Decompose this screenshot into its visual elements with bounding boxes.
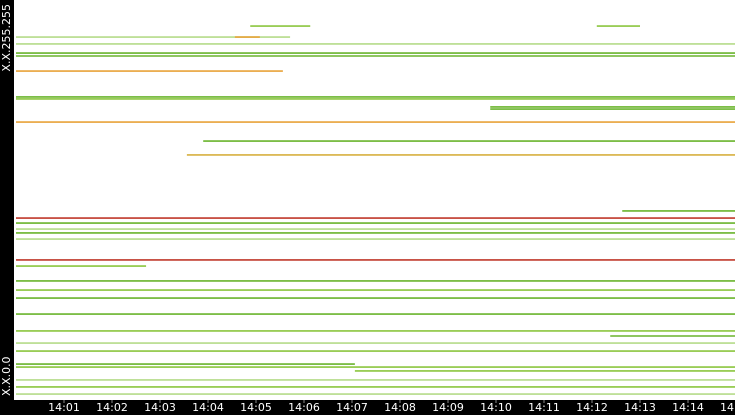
y-axis-bar <box>0 0 14 415</box>
segments <box>16 25 735 395</box>
x-axis-bar <box>0 400 735 415</box>
x-tick-label: 14:02 <box>96 401 128 414</box>
x-tick-label: 14:10 <box>480 401 512 414</box>
x-tick-label: 14 <box>720 401 734 414</box>
x-tick-label: 14:05 <box>240 401 272 414</box>
axes: 14:01 14:02 14:03 14:04 14:05 14:06 14:07 14:08… <box>0 4 734 414</box>
x-tick-label: 14:07 <box>336 401 368 414</box>
x-tick-label: 14:04 <box>192 401 224 414</box>
x-tick-label: 14:14 <box>672 401 704 414</box>
x-tick-label: 14:09 <box>432 401 464 414</box>
y-tick-label: X.X.0.0 <box>0 356 13 396</box>
x-tick-label: 14:13 <box>624 401 656 414</box>
x-tick-label: 14:06 <box>288 401 320 414</box>
x-tick-label: 14:11 <box>528 401 560 414</box>
x-tick-label: 14:08 <box>384 401 416 414</box>
y-tick-label: X.X.255.255 <box>0 4 13 72</box>
x-tick-label: 14:12 <box>576 401 608 414</box>
x-tick-label: 14:03 <box>144 401 176 414</box>
x-tick-label: 14:01 <box>48 401 80 414</box>
